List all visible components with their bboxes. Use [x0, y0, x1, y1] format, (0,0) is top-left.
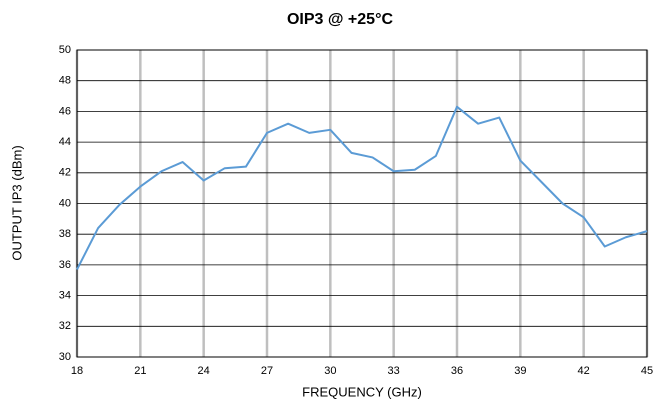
x-tick-label: 27 [261, 365, 273, 377]
y-tick-label: 36 [59, 259, 71, 271]
y-tick-label: 30 [59, 351, 71, 363]
y-tick-label: 40 [59, 197, 71, 209]
y-tick-label: 44 [59, 136, 71, 148]
x-tick-label: 42 [578, 365, 590, 377]
y-tick-label: 48 [59, 75, 71, 87]
y-axis-label: OUTPUT IP3 (dBm) [9, 145, 24, 260]
x-tick-label: 18 [71, 365, 83, 377]
data-line [76, 105, 648, 270]
plot-frame [76, 49, 648, 358]
x-tick-label: 21 [134, 365, 146, 377]
x-tick-label: 45 [641, 365, 653, 377]
x-tick-label: 30 [324, 365, 336, 377]
y-tick-label: 38 [59, 228, 71, 240]
x-tick-label: 36 [451, 365, 463, 377]
chart-title: OIP3 @ +25°C [287, 11, 393, 28]
x-axis-label: FREQUENCY (GHz) [302, 384, 422, 399]
x-tick-label: 24 [198, 365, 210, 377]
y-tick-label: 32 [59, 320, 71, 332]
y-tick-label: 42 [59, 167, 71, 179]
y-tick-label: 46 [59, 105, 71, 117]
y-tick-label: 50 [59, 44, 71, 56]
x-tick-label: 39 [514, 365, 526, 377]
y-tick-label: 34 [59, 290, 71, 302]
x-tick-label: 33 [388, 365, 400, 377]
